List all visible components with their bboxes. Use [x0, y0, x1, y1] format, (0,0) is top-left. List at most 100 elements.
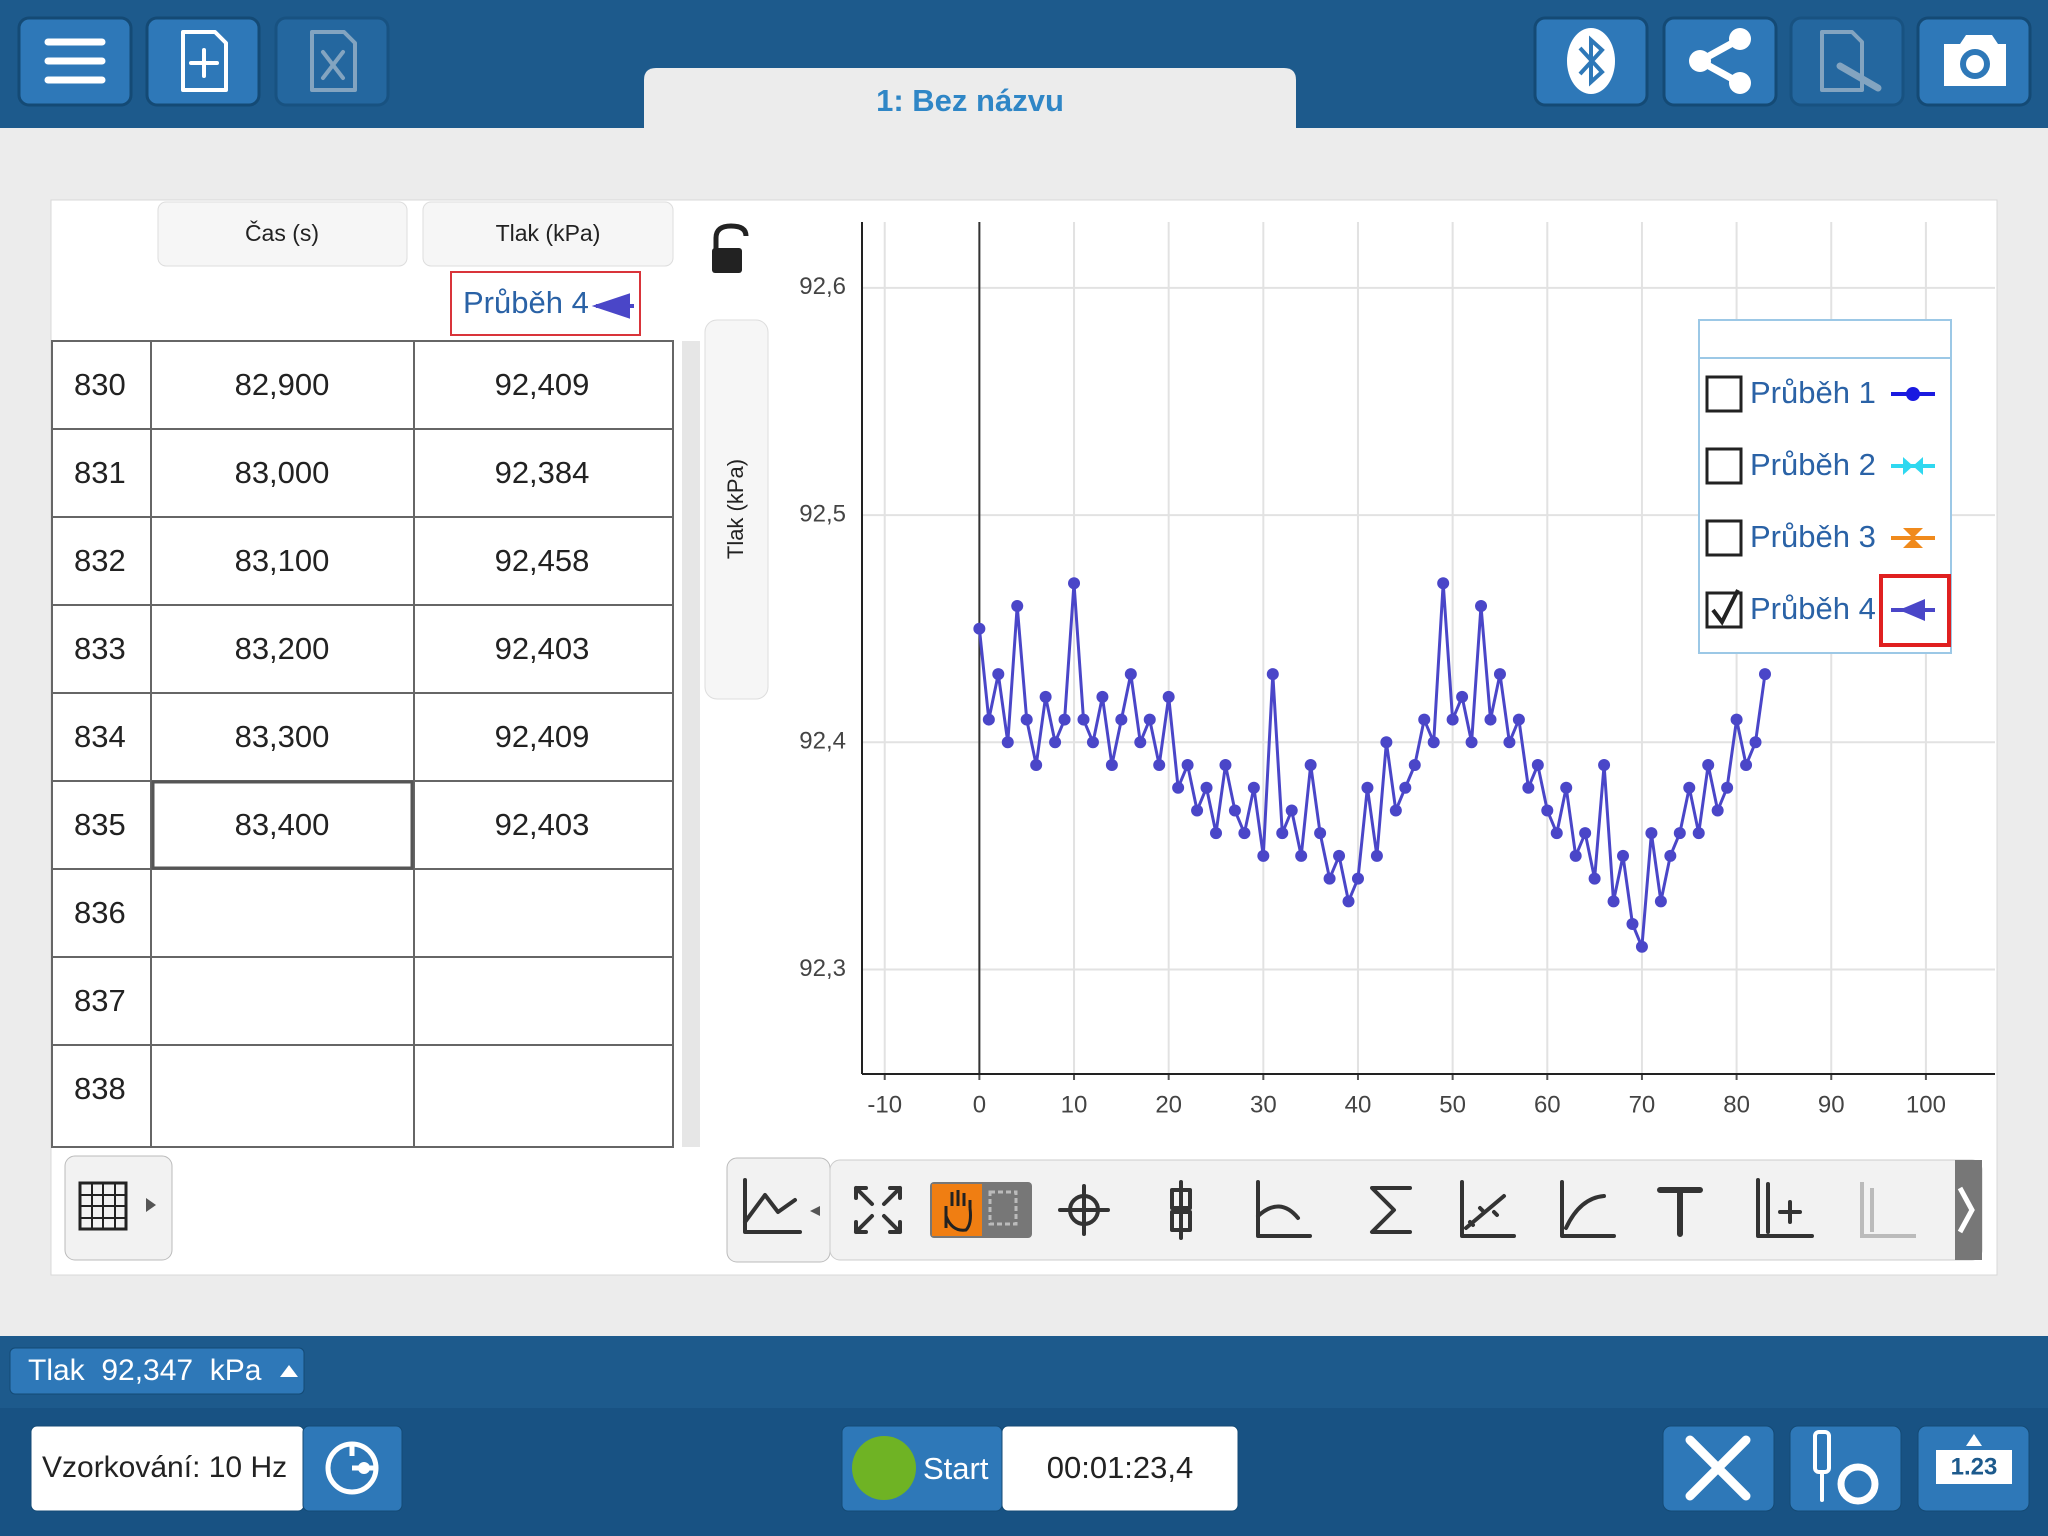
annotate-button — [1789, 16, 1905, 107]
data-point — [1276, 827, 1289, 840]
tab-title: 1: Bez názvu — [876, 83, 1064, 118]
data-point — [1219, 759, 1232, 772]
x-tick-label: 30 — [1250, 1091, 1277, 1118]
new-file-button[interactable] — [145, 16, 261, 107]
sensor-reading: Tlak 92,347 kPa — [28, 1354, 262, 1387]
data-point — [1493, 668, 1506, 681]
data-point — [1162, 690, 1175, 703]
data-point — [1314, 827, 1327, 840]
start-label: Start — [923, 1451, 989, 1486]
y-tick-label: 92,5 — [799, 500, 846, 527]
data-point — [1380, 736, 1393, 749]
data-point — [1304, 759, 1317, 772]
timer: 00:01:23,4 — [1047, 1450, 1194, 1485]
data-point — [1758, 668, 1771, 681]
icon-part — [944, 1190, 972, 1232]
icon-part — [310, 30, 357, 92]
data-point — [1550, 827, 1563, 840]
icon-part — [321, 50, 345, 80]
column-header-text: Tlak (kPa) — [496, 220, 601, 246]
data-point — [1484, 713, 1497, 726]
legend-label: Průběh 4 — [1750, 591, 1876, 626]
x-tick-label: 80 — [1723, 1091, 1750, 1118]
table-cell: 837 — [74, 983, 126, 1018]
data-point — [1598, 759, 1611, 772]
legend-checkbox[interactable] — [1705, 375, 1743, 413]
tools-button[interactable] — [1662, 1425, 1775, 1512]
column-header-text: Čas (s) — [245, 219, 319, 246]
table-cell: 92,403 — [495, 631, 590, 666]
icon-part — [1836, 62, 1882, 92]
meter-icon-text: 1.23 — [1951, 1453, 1998, 1480]
data-point — [1749, 736, 1762, 749]
table-cell: 92,403 — [495, 807, 590, 842]
data-point — [1635, 940, 1648, 953]
sensor-settings-button[interactable] — [1789, 1425, 1902, 1512]
share-button[interactable] — [1662, 16, 1778, 107]
legend-checkbox[interactable] — [1705, 519, 1743, 557]
data-point — [1437, 577, 1450, 590]
data-point — [1522, 781, 1535, 794]
tab[interactable] — [644, 68, 1296, 128]
table-cell: 92,458 — [495, 543, 590, 578]
meter-button[interactable] — [1917, 1425, 2030, 1512]
x-tick-label: 70 — [1629, 1091, 1656, 1118]
data-point — [1446, 713, 1459, 726]
x-tick-label: 20 — [1155, 1091, 1182, 1118]
trigger-button[interactable] — [302, 1425, 403, 1512]
camera-button[interactable] — [1916, 16, 2032, 107]
data-point — [1001, 736, 1014, 749]
data-point — [973, 622, 986, 635]
data-point — [1389, 804, 1402, 817]
icon-part — [743, 1178, 802, 1234]
column-header[interactable] — [422, 201, 674, 267]
table-cell: 83,300 — [235, 719, 330, 754]
icon-part — [854, 1186, 902, 1234]
data-point — [1351, 872, 1364, 885]
table-cell: 833 — [74, 631, 126, 666]
legend-checkbox[interactable] — [1705, 447, 1743, 485]
data-point — [1475, 599, 1488, 612]
data-point — [1323, 872, 1336, 885]
graph-tool-button[interactable] — [726, 1157, 831, 1263]
data-point — [1588, 872, 1601, 885]
legend-label: Průběh 3 — [1750, 519, 1876, 554]
x-tick-label: 100 — [1906, 1091, 1946, 1118]
axis-selector[interactable] — [704, 319, 769, 700]
column-header[interactable] — [157, 201, 408, 267]
icon-part — [80, 1183, 126, 1229]
x-tick-label: 0 — [973, 1091, 986, 1118]
lock-button[interactable] — [712, 223, 749, 273]
icon-part — [810, 1206, 820, 1216]
table-tool-button[interactable] — [64, 1155, 173, 1261]
data-point — [1115, 713, 1128, 726]
data-point — [1664, 849, 1677, 862]
table-cell: 92,409 — [495, 719, 590, 754]
table-cell: 831 — [74, 455, 126, 490]
sensor-reading-button[interactable] — [9, 1347, 305, 1395]
icon-part — [1820, 30, 1864, 92]
data-point — [1579, 827, 1592, 840]
data-point — [1247, 781, 1260, 794]
icon-part — [1657, 1187, 1703, 1237]
data-point — [1418, 713, 1431, 726]
table-cell: 832 — [74, 543, 126, 578]
menu-button[interactable] — [17, 16, 133, 107]
icon-part — [712, 248, 742, 273]
legend-symbol — [1903, 528, 1923, 548]
data-point — [1654, 895, 1667, 908]
icon-part — [1936, 1450, 2012, 1484]
icon-part — [1685, 1435, 1751, 1501]
data-point — [1039, 690, 1052, 703]
x-tick-label: 90 — [1818, 1091, 1845, 1118]
data-point — [1210, 827, 1223, 840]
icon-part — [274, 16, 390, 107]
data-point — [1191, 804, 1204, 817]
table-cell: 83,100 — [235, 543, 330, 578]
icon-part — [1860, 1182, 1916, 1238]
table-cell: 834 — [74, 719, 126, 754]
data-point — [1058, 713, 1071, 726]
bluetooth-button[interactable] — [1533, 16, 1649, 107]
run-label: Průběh 4 — [463, 285, 589, 320]
